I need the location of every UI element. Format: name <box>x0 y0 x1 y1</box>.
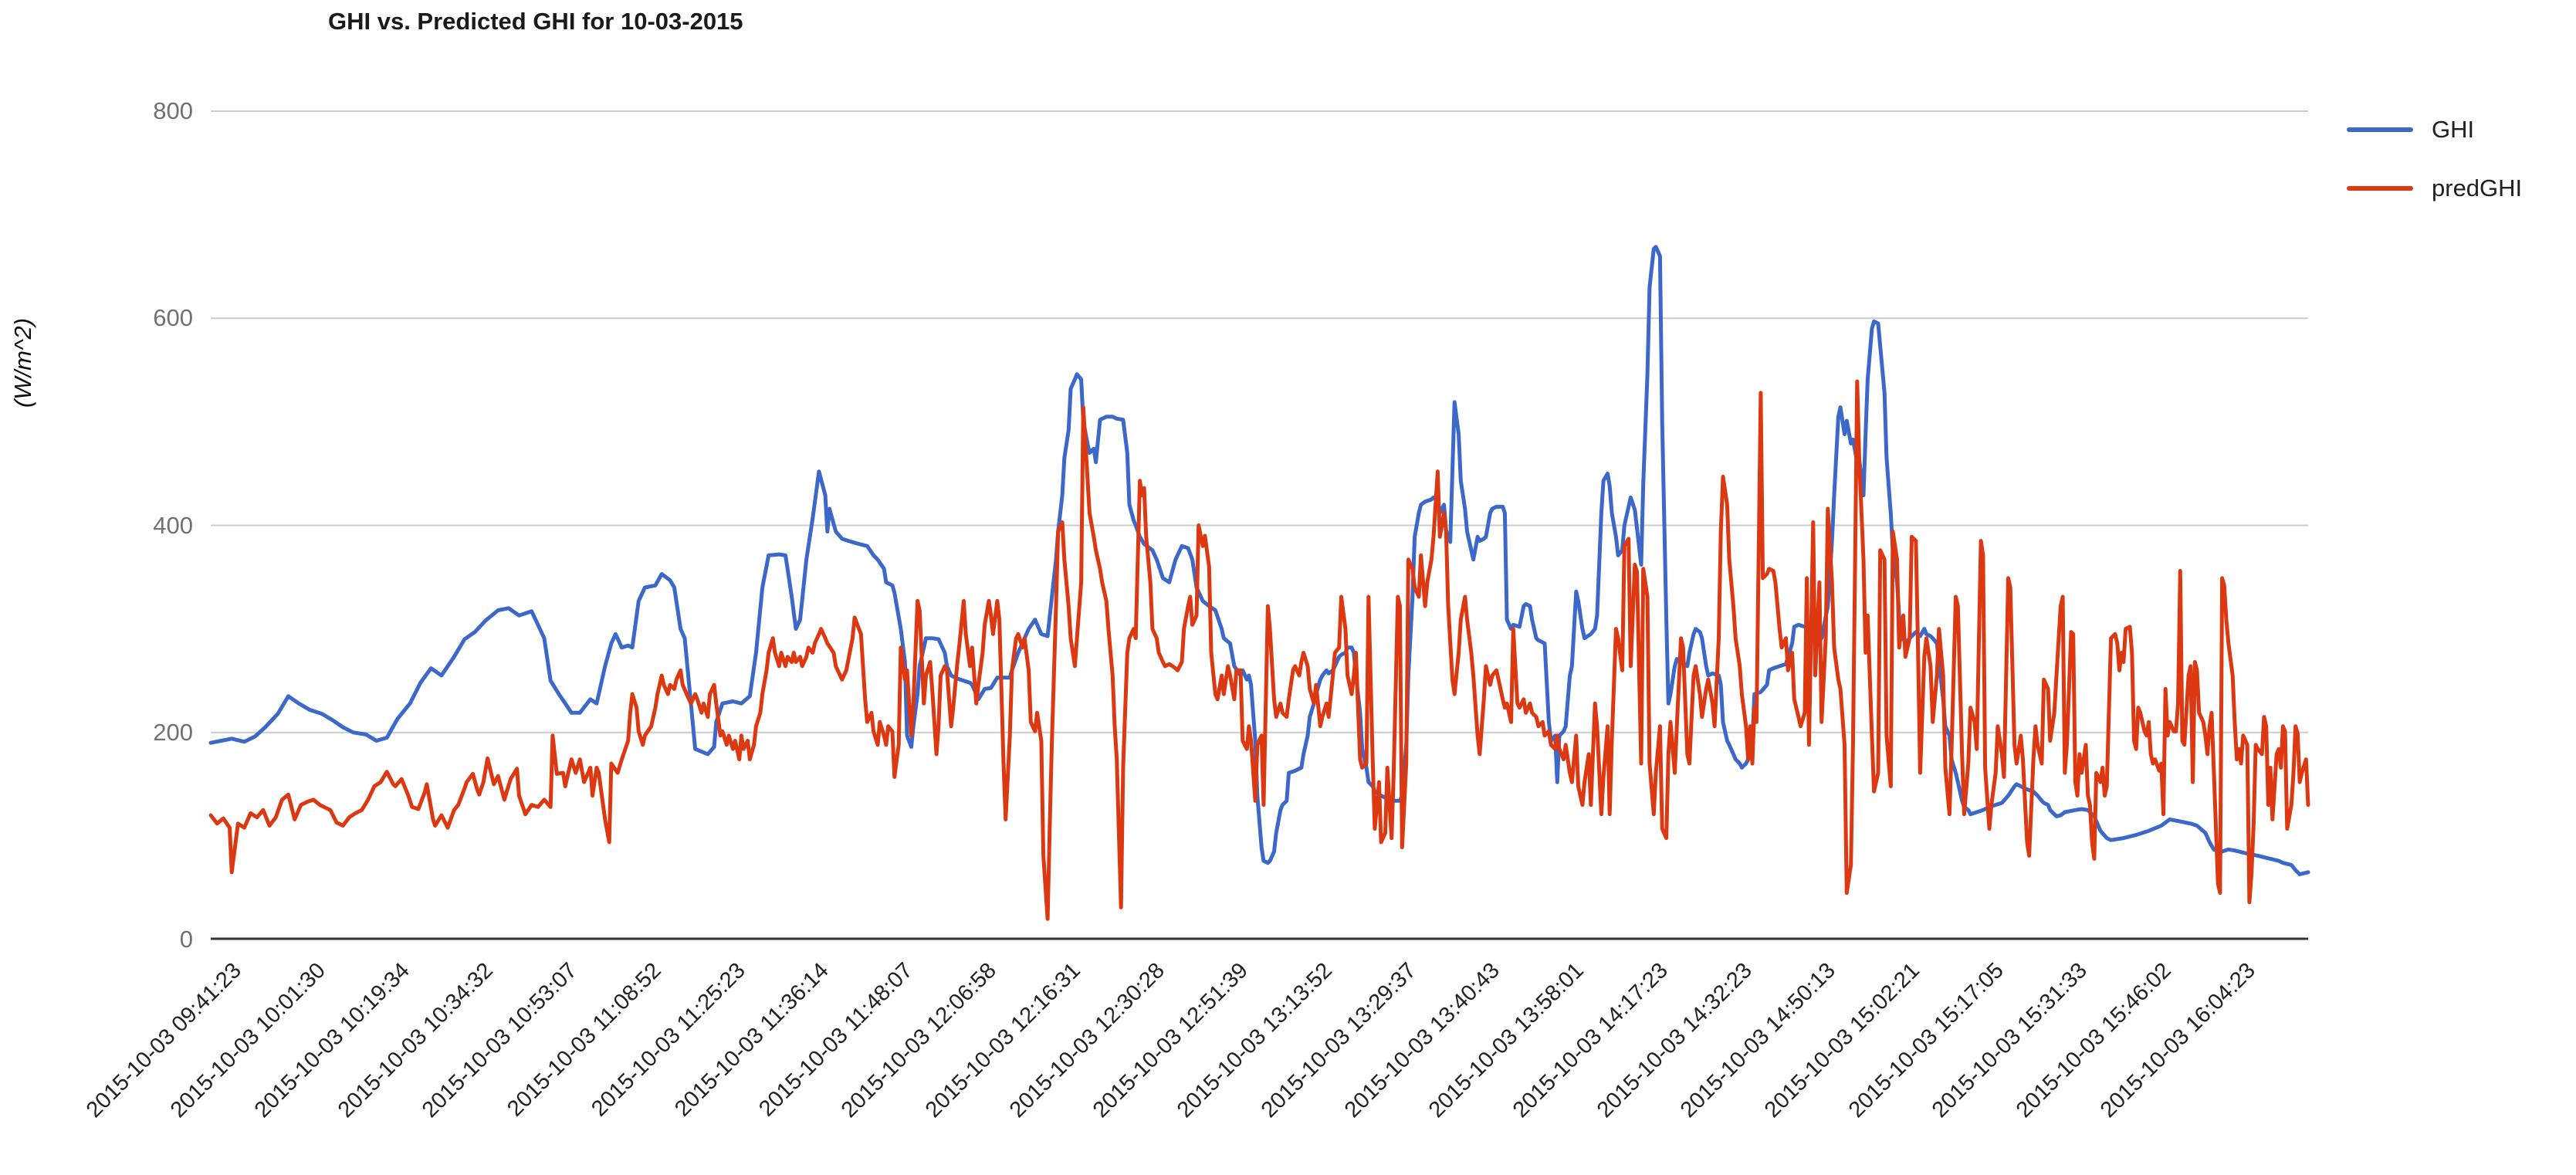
x-tick-label: 2015-10-03 09:41:23 <box>82 958 247 1123</box>
x-tick-label: 2015-10-03 13:13:52 <box>1173 958 1338 1123</box>
legend: GHI predGHI <box>2347 114 2522 232</box>
x-tick-label: 2015-10-03 13:29:37 <box>1256 958 1421 1123</box>
y-tick-label-200: 200 <box>153 718 193 746</box>
x-tick-label: 2015-10-03 11:08:52 <box>503 958 666 1122</box>
x-tick-label: 2015-10-03 12:06:58 <box>837 958 1002 1123</box>
x-tick-label: 2015-10-03 15:02:21 <box>1759 958 1924 1123</box>
legend-label-predghi: predGHI <box>2432 174 2523 201</box>
x-tick-label: 2015-10-03 16:04:23 <box>2095 958 2260 1123</box>
legend-item-predghi: predGHI <box>2347 173 2522 204</box>
y-tick-label-400: 400 <box>153 511 193 539</box>
x-tick-label: 2015-10-03 15:31:33 <box>1928 958 2093 1123</box>
x-tick-label: 2015-10-03 12:30:28 <box>1004 958 1170 1123</box>
x-tick-label: 2015-10-03 12:16:31 <box>920 958 1086 1123</box>
x-tick-label: 2015-10-03 11:48:07 <box>754 958 918 1122</box>
y-tick-label-800: 800 <box>153 97 193 124</box>
y-tick-label-0: 0 <box>179 926 193 953</box>
x-tick-label: 2015-10-03 15:17:05 <box>1843 958 2009 1123</box>
y-tick-label-600: 600 <box>153 304 193 332</box>
legend-label-ghi: GHI <box>2432 116 2475 143</box>
plot-svg <box>208 110 2310 940</box>
x-tick-label: 2015-10-03 11:36:14 <box>670 958 834 1122</box>
x-tick-label: 2015-10-03 12:51:39 <box>1088 958 1254 1123</box>
x-tick-label: 2015-10-03 13:40:43 <box>1340 958 1505 1123</box>
predghi-line <box>208 379 2310 921</box>
x-tick-label: 2015-10-03 15:46:02 <box>2011 958 2176 1123</box>
plot-area[interactable] <box>208 110 2310 940</box>
predghi-line-swatch <box>2347 186 2413 191</box>
x-tick-label: 2015-10-03 14:17:23 <box>1508 958 1673 1123</box>
x-tick-label: 2015-10-03 14:50:13 <box>1676 958 1841 1123</box>
x-tick-label: 2015-10-03 11:25:23 <box>586 958 750 1122</box>
x-tick-label: 2015-10-03 10:01:30 <box>165 958 330 1123</box>
x-tick-label: 2015-10-03 10:34:32 <box>333 958 499 1123</box>
chart-title: GHI vs. Predicted GHI for 10-03-2015 <box>328 8 743 35</box>
x-tick-label: 2015-10-03 10:19:34 <box>249 958 415 1123</box>
x-tick-label: 2015-10-03 10:53:07 <box>417 958 582 1123</box>
x-tick-label: 2015-10-03 13:58:01 <box>1424 958 1589 1123</box>
x-tick-label: 2015-10-03 14:32:23 <box>1592 958 1757 1123</box>
ghi-line-swatch <box>2347 127 2413 132</box>
legend-item-ghi: GHI <box>2347 114 2522 145</box>
y-axis-title: (W/m^2) <box>9 317 36 408</box>
